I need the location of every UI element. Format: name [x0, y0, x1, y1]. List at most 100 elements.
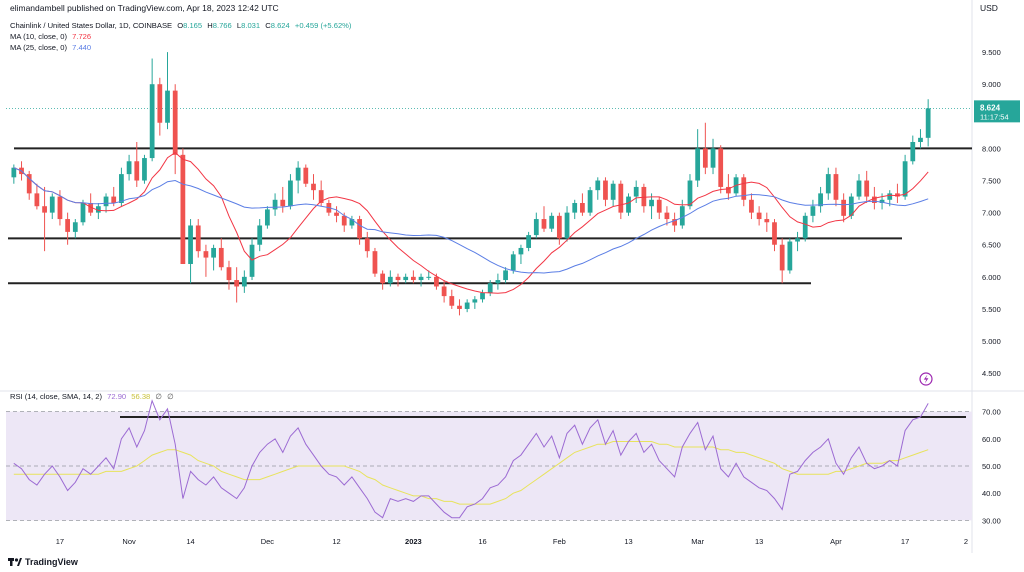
top-bar: elimandambell published on TradingView.c… [0, 0, 1024, 14]
ma25-row[interactable]: MA (25, close, 0) 7.440 [10, 42, 351, 53]
candle [549, 212, 555, 232]
candle [480, 289, 485, 303]
candle [418, 273, 424, 287]
candle-body [426, 276, 432, 278]
candle [495, 273, 501, 290]
candle [672, 212, 677, 232]
candle-body [802, 215, 808, 239]
candle-body [503, 270, 508, 281]
candle-body [295, 167, 301, 181]
candle-body [526, 235, 532, 248]
candle-body [487, 283, 493, 293]
candle [687, 174, 693, 210]
candle [311, 174, 316, 200]
candle-body [626, 196, 631, 213]
candle-body [211, 247, 216, 258]
low-label: L [236, 21, 242, 30]
candle-body [372, 251, 378, 274]
ma25-line [13, 167, 929, 274]
candle [334, 206, 339, 223]
candle [165, 52, 170, 130]
high-label: H [207, 21, 213, 30]
candle-body [572, 203, 578, 213]
candle-body [172, 90, 178, 155]
candle-body [741, 177, 747, 200]
candle-body [556, 215, 562, 239]
price-tick-label: 6.500 [982, 241, 1001, 250]
candle [65, 212, 71, 245]
candle [603, 177, 608, 207]
candle [364, 231, 370, 258]
time-tick-label: 16 [478, 537, 486, 546]
price-tick-label: 5.000 [982, 337, 1001, 346]
candle [710, 138, 716, 175]
time-tick-label: Apr [830, 537, 842, 546]
candle [172, 84, 178, 175]
candle [134, 142, 140, 187]
candle [726, 174, 731, 200]
candle [372, 247, 378, 277]
candle [641, 183, 647, 213]
chart-canvas[interactable]: 9.500 9.000 8.000 7.500 7.000 6.500 6.000 5.500… [0, 0, 1024, 553]
candle-body [825, 174, 831, 194]
candle-body [387, 276, 393, 284]
candle [380, 270, 386, 290]
candle-body [126, 161, 132, 175]
candle [633, 180, 639, 203]
high-value: 8.766 [212, 21, 232, 30]
candle-body [887, 193, 893, 200]
candle [410, 270, 416, 284]
candle [749, 193, 754, 220]
candle [357, 215, 362, 245]
ma10-row[interactable]: MA (10, close, 0) 7.726 [10, 31, 351, 42]
candle-body [810, 206, 816, 216]
candle [426, 270, 432, 281]
rsi-label[interactable]: RSI (14, close, SMA, 14, 2) [10, 392, 103, 401]
candle [879, 193, 885, 210]
candle-body [218, 247, 224, 268]
rsi-axis[interactable]: 70.00 60.00 50.00 40.00 30.00 [982, 408, 1001, 526]
candle [149, 58, 155, 162]
footer-brand[interactable]: TradingView [25, 557, 78, 567]
ma25-value: 7.440 [72, 43, 92, 52]
candle-body [610, 183, 616, 200]
candle [802, 212, 808, 242]
close-label: C [265, 21, 271, 30]
candle-body [265, 209, 270, 226]
candle-body [380, 273, 386, 284]
candle [257, 219, 263, 252]
candle-body [580, 203, 585, 213]
candle-body [564, 212, 570, 239]
candle-body [95, 206, 101, 213]
candle [626, 193, 631, 216]
price-tick-label: 9.000 [982, 80, 1001, 89]
candle [280, 186, 286, 213]
candle-body [449, 296, 455, 306]
candle-body [357, 219, 362, 239]
candle [779, 238, 785, 284]
price-axis[interactable]: 9.500 9.000 8.000 7.500 7.000 6.500 6.000 5.500… [982, 48, 1001, 378]
candle-body [441, 286, 447, 297]
time-axis[interactable]: 17 Nov 14 Dec 12 2023 16 Feb 13 Mar 13 Apr 17 2 [56, 537, 968, 546]
candle [472, 296, 478, 309]
candle-body [188, 225, 193, 264]
candle [541, 206, 547, 232]
candle [303, 164, 309, 187]
candle-body [472, 299, 478, 303]
candle [925, 99, 931, 147]
candle-body [226, 267, 232, 281]
candle [487, 280, 493, 297]
moving-averages [13, 151, 929, 294]
rsi-tick-label: 60.00 [982, 435, 1001, 444]
rsi-extra-2: ∅ [167, 392, 174, 401]
candle-body [26, 174, 32, 194]
price-badge-value: 8.624 [980, 103, 1001, 112]
price-tick-label: 4.500 [982, 369, 1001, 378]
flash-icon[interactable] [919, 372, 933, 386]
candle [795, 231, 800, 252]
candle [825, 167, 831, 200]
candle [34, 183, 40, 210]
candle-body [902, 161, 908, 197]
symbol-title[interactable]: Chainlink / United States Dollar, 1D, CO… [10, 21, 173, 30]
candle-body [257, 225, 263, 245]
